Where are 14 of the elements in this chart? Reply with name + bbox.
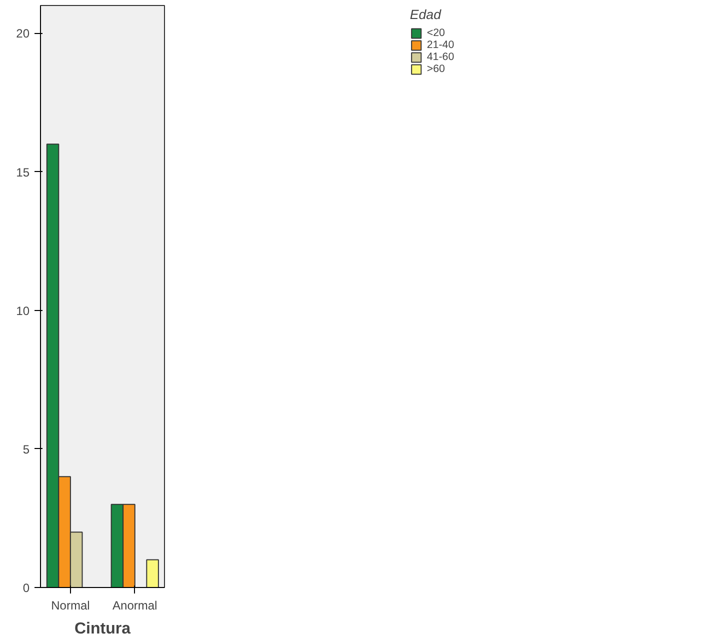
legend-label: 21-40 bbox=[426, 39, 454, 51]
y-tick-label: 20 bbox=[16, 26, 30, 41]
x-tick-label: Anormal bbox=[112, 598, 158, 612]
legend-title: Edad bbox=[410, 7, 442, 22]
x-axis-title: Cintura bbox=[74, 620, 131, 638]
y-tick-label: 5 bbox=[22, 442, 30, 456]
legend-label: <20 bbox=[426, 27, 446, 39]
legend-label: 41-60 bbox=[426, 51, 454, 63]
bar bbox=[146, 559, 159, 588]
y-tick-label: 15 bbox=[16, 165, 30, 180]
y-tick-label: 0 bbox=[22, 581, 30, 595]
y-tick-label: 10 bbox=[16, 304, 30, 318]
x-tick-label: Normal bbox=[51, 598, 90, 612]
legend-label: >60 bbox=[426, 63, 446, 75]
